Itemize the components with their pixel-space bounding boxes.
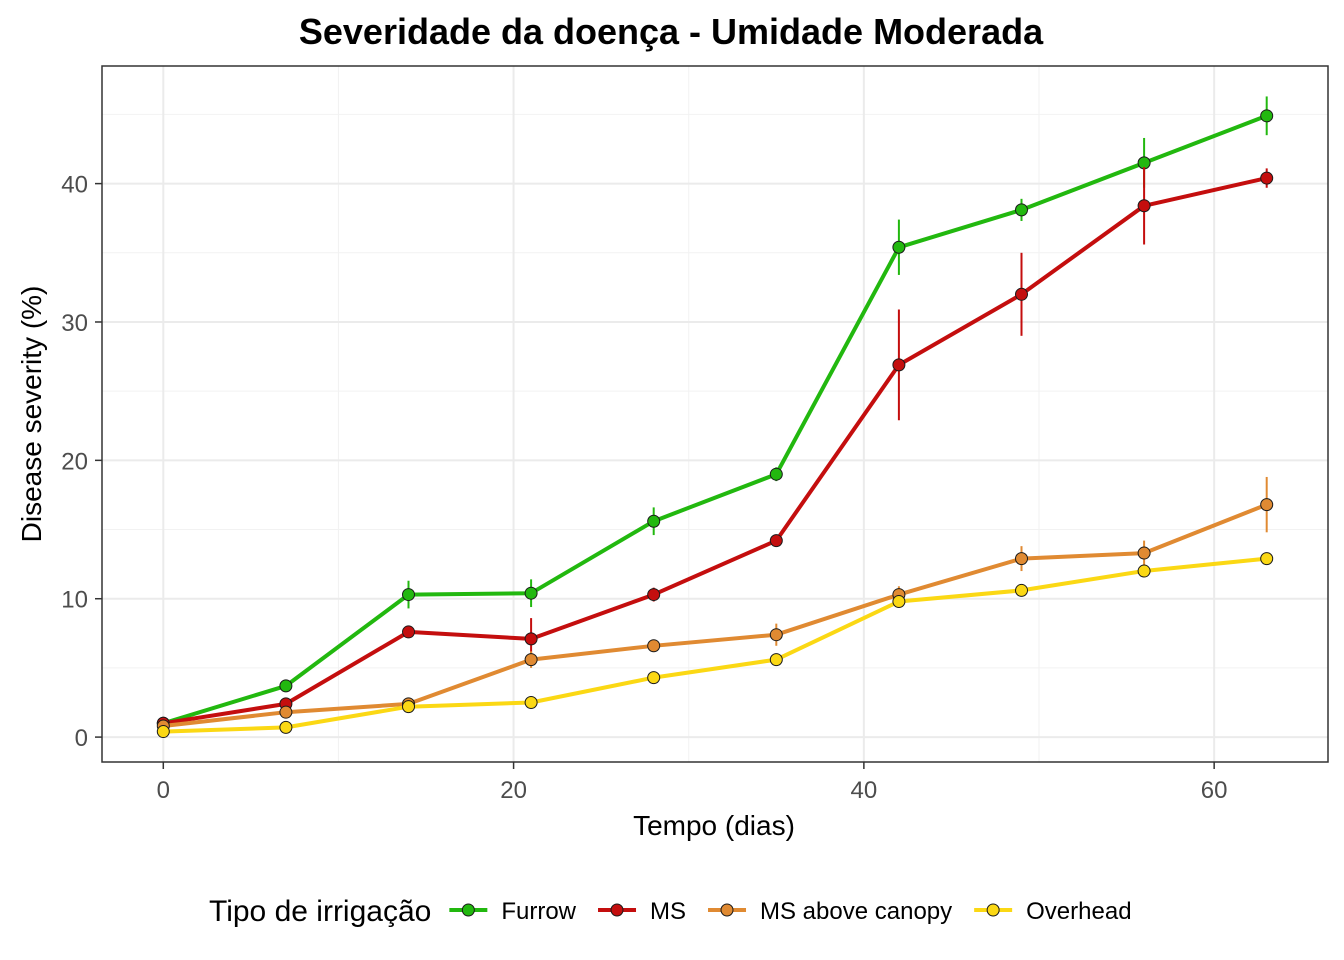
data-point	[402, 625, 415, 639]
legend-key-point	[986, 903, 1000, 917]
y-tick-label: 0	[75, 725, 88, 752]
x-tick-label: 60	[1201, 777, 1228, 804]
data-point	[1015, 552, 1028, 566]
series-line	[162, 113, 1268, 726]
data-point	[769, 653, 783, 667]
series-line	[163, 502, 1268, 728]
legend-label: Overhead	[1026, 898, 1131, 925]
series-overhead	[156, 552, 1274, 739]
legend-key-point	[461, 903, 475, 917]
series-ms	[156, 167, 1274, 730]
series-line	[162, 176, 1268, 726]
x-tick-label: 40	[851, 777, 878, 804]
series-line	[163, 556, 1267, 734]
chart-title: Severidade da doença - Umidade Moderada	[299, 11, 1044, 52]
legend-label: Furrow	[501, 898, 576, 925]
legend: Tipo de irrigação Furrow MS MS above canop…	[209, 895, 1132, 928]
data-point	[524, 696, 538, 710]
data-point	[1260, 552, 1274, 566]
y-tick-label: 30	[61, 310, 88, 337]
legend-label: MS	[650, 898, 686, 925]
data-point	[1015, 583, 1028, 597]
data-point	[1260, 109, 1274, 123]
data-point	[402, 588, 415, 602]
y-tick-label: 40	[61, 172, 88, 199]
y-tick-label: 10	[61, 587, 88, 614]
data-point	[279, 679, 293, 693]
data-point	[402, 700, 415, 714]
plot-panel-border	[101, 65, 1329, 763]
data-point	[892, 358, 906, 372]
data-point	[279, 705, 293, 719]
series-layer	[156, 96, 1274, 739]
data-point	[769, 467, 783, 481]
data-point	[647, 514, 661, 528]
legend-key-point	[610, 903, 624, 917]
data-point	[156, 725, 170, 739]
data-point	[279, 720, 293, 734]
data-point	[1260, 498, 1274, 512]
plot-panel-background	[102, 66, 1328, 762]
data-point	[1137, 546, 1151, 560]
data-point	[1015, 203, 1028, 217]
data-point	[524, 586, 538, 600]
y-axis-title: Disease severity (%)	[16, 286, 47, 543]
legend-item-furrow: Furrow	[449, 898, 577, 925]
data-point	[647, 639, 661, 653]
series-furrow	[156, 96, 1274, 730]
legend-label: MS above canopy	[760, 898, 952, 925]
data-point	[1137, 199, 1151, 213]
axes: 0 20 40 60 0 10 20 30 40	[61, 172, 1227, 804]
x-tick-label: 0	[157, 777, 170, 804]
legend-key-point	[720, 903, 734, 917]
legend-item-ms: MS	[598, 898, 686, 925]
data-point	[524, 653, 538, 667]
legend-item-overhead: Overhead	[974, 898, 1132, 925]
x-axis-title: Tempo (dias)	[633, 810, 795, 841]
data-point	[892, 594, 906, 608]
y-tick-label: 20	[61, 448, 88, 475]
data-point	[769, 534, 783, 548]
legend-title: Tipo de irrigação	[209, 895, 431, 928]
x-tick-label: 20	[500, 777, 527, 804]
data-point	[892, 240, 906, 254]
data-point	[769, 628, 783, 642]
data-point	[647, 588, 661, 602]
legend-item-ms-above-canopy: MS above canopy	[708, 898, 952, 925]
data-point	[1137, 564, 1151, 578]
data-point	[1260, 171, 1274, 185]
data-point	[647, 671, 661, 685]
data-point	[524, 632, 538, 646]
data-point	[1015, 287, 1028, 301]
